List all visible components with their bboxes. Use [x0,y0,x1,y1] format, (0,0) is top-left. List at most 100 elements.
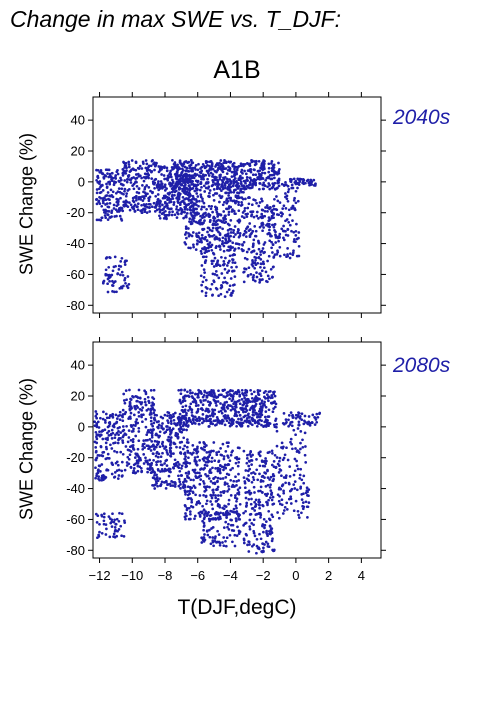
data-point [218,420,222,424]
data-point [199,222,202,226]
data-point [155,463,158,467]
data-point [187,160,191,164]
data-point [233,177,237,180]
data-point [134,462,137,466]
data-point [220,189,223,193]
data-point [171,427,175,431]
data-point [228,178,232,181]
data-point [193,448,196,451]
data-point [247,550,251,553]
data-point [261,504,265,508]
data-point [267,219,271,223]
data-point [127,436,131,439]
data-point [104,211,107,215]
data-point [257,451,261,455]
data-point [165,464,169,467]
data-point [145,175,148,179]
data-point [137,430,141,433]
data-point [240,196,244,199]
data-point [178,181,181,184]
data-point [160,463,164,467]
data-point [208,535,212,539]
data-point [273,223,277,226]
data-point [194,471,197,475]
data-point [175,205,179,208]
data-point [196,407,200,411]
data-point [237,203,240,207]
data-point [113,449,116,453]
data-point [212,544,215,548]
data-point [245,401,248,405]
data-point [107,265,111,269]
data-point [236,231,240,235]
data-point [201,173,205,177]
data-point [263,214,267,218]
data-point [293,207,297,210]
data-point [120,512,124,516]
data-point [181,447,185,451]
data-point [226,407,230,410]
data-point [140,469,144,473]
data-point [134,160,138,164]
data-point [190,500,194,504]
data-point [231,246,235,249]
data-point [268,173,272,177]
data-point [146,395,150,399]
data-point [258,201,262,204]
data-point [234,461,238,465]
data-point [150,445,154,448]
data-point [207,510,210,514]
data-point [263,395,266,399]
data-point [145,162,149,166]
data-point [215,453,219,457]
data-point [128,415,132,419]
data-point [242,164,245,168]
data-point [104,441,108,445]
data-point [282,412,286,415]
data-point [183,185,187,189]
data-point [294,234,298,237]
data-point [239,189,242,193]
data-point [222,244,226,248]
data-point [279,487,283,491]
data-point [166,414,169,418]
data-point [196,455,200,459]
data-point [292,230,296,234]
data-point [191,194,195,198]
data-point [245,227,248,231]
data-point [119,273,122,277]
data-point [224,217,227,221]
data-point [166,483,170,486]
data-point [273,405,277,409]
data-point [199,239,203,243]
data-point [244,393,248,397]
data-point [210,262,214,266]
data-point [289,411,293,414]
data-point [191,444,195,447]
data-point [268,532,272,536]
data-point [277,161,280,165]
data-point [161,416,165,420]
data-point [216,511,220,515]
data-point [224,220,228,224]
data-point [300,478,304,482]
data-point [231,241,235,245]
data-point [180,474,184,477]
data-point [229,234,232,238]
data-point [318,412,321,416]
data-point [153,418,156,422]
data-point [258,472,261,476]
data-point [237,492,241,496]
data-point [121,413,125,416]
data-point [204,494,208,498]
data-point [189,487,193,490]
data-point [100,478,104,482]
data-point [247,202,251,206]
data-point [250,263,254,266]
data-point [116,441,120,445]
data-point [282,184,286,187]
data-point [141,406,145,409]
data-point [145,168,149,172]
data-point [208,403,211,407]
data-point [121,452,125,456]
